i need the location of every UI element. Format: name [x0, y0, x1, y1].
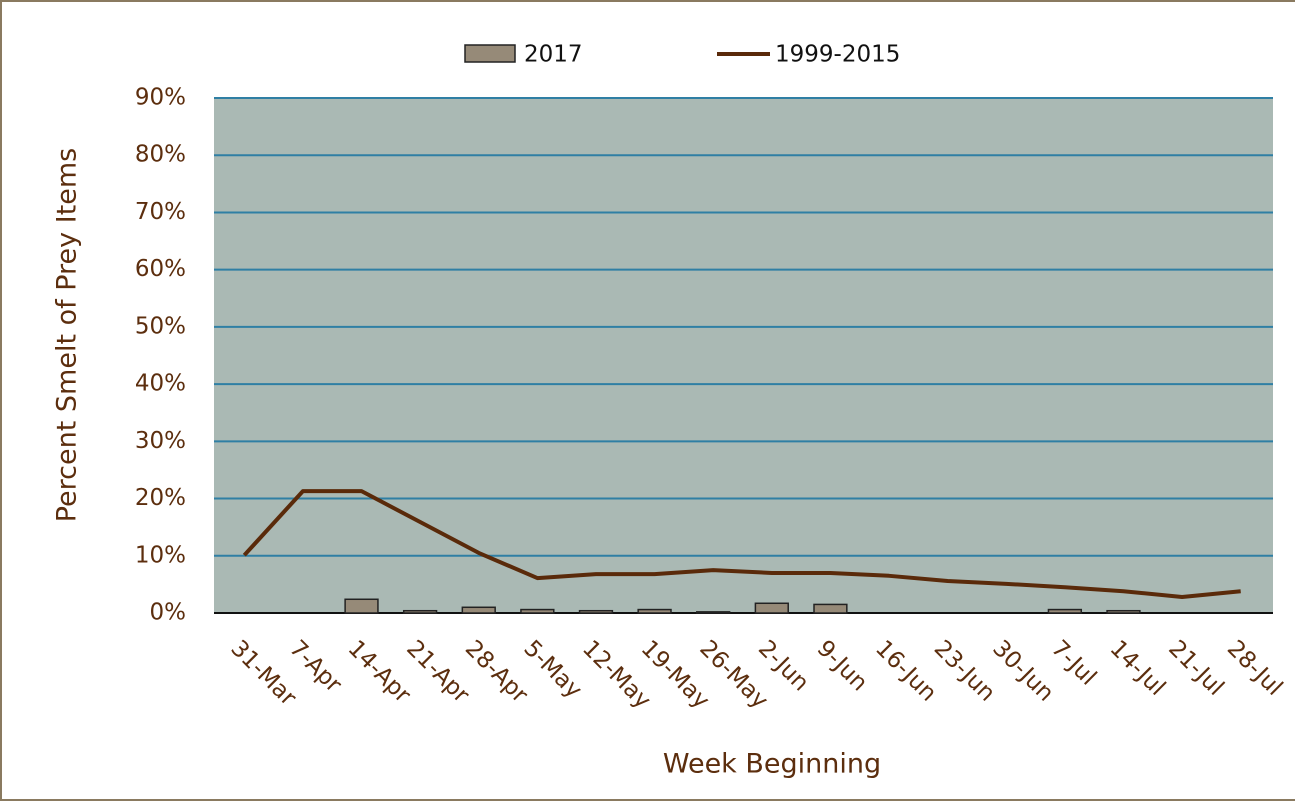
y-tick-label: 20% — [135, 485, 186, 511]
bar — [1106, 609, 1141, 614]
line — [242, 489, 1241, 599]
bar — [1047, 608, 1083, 614]
bar — [696, 611, 731, 614]
y-tick-label: 10% — [135, 542, 186, 568]
y-axis-title: Percent Smelt of Prey Items — [52, 148, 83, 523]
y-tick-label: 30% — [135, 428, 186, 454]
y-tick-label: 80% — [135, 142, 186, 168]
bar — [402, 609, 438, 614]
plot-area — [214, 98, 1273, 613]
bar — [578, 609, 614, 614]
legend-swatch — [464, 44, 516, 63]
bar — [813, 603, 848, 614]
y-tick-label: 0% — [150, 600, 187, 626]
bar — [637, 608, 672, 614]
legend-label: 2017 — [524, 42, 583, 68]
legend-label: 1999-2015 — [775, 42, 900, 68]
bar — [344, 598, 379, 614]
y-tick-label: 60% — [135, 256, 186, 282]
bar — [461, 606, 496, 614]
y-tick-label: 40% — [135, 371, 186, 397]
y-tick-label: 70% — [135, 199, 186, 225]
bar — [754, 602, 789, 614]
bar — [520, 608, 555, 614]
y-tick-label: 50% — [135, 313, 186, 339]
x-axis-title: Week Beginning — [663, 749, 881, 780]
y-tick-label: 90% — [135, 85, 186, 111]
